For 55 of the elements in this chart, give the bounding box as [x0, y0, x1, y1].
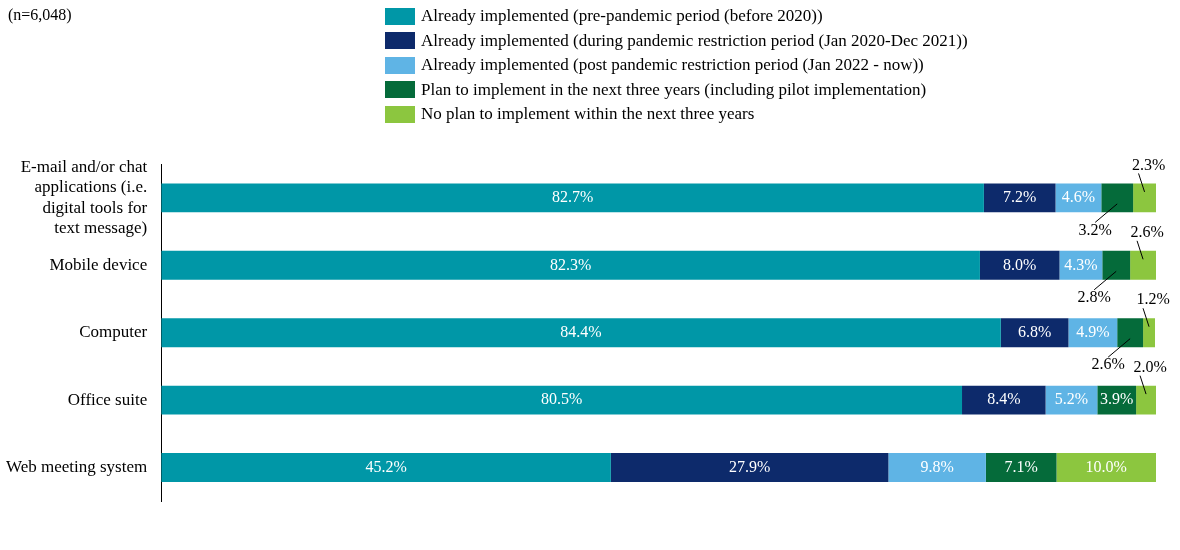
- y-tick-label: E-mail and/or chat applications (i.e. digital tools for text message): [20, 156, 148, 237]
- bar: [983, 183, 1056, 213]
- data-label: 84.4%: [560, 322, 602, 340]
- data-label: 2.3%: [1131, 155, 1166, 173]
- data-label: 2.6%: [1091, 355, 1125, 373]
- data-label: 7.1%: [1004, 457, 1038, 475]
- bar: [610, 453, 889, 482]
- legend-label: Already implemented (post pandemic restriction period (Jan 2022 - now)): [421, 55, 924, 76]
- legend-label: No plan to implement within the next three years: [421, 104, 755, 125]
- data-label: 3.9%: [1100, 390, 1134, 408]
- data-label: 6.8%: [1017, 322, 1052, 340]
- bar: [1101, 183, 1134, 213]
- legend-label: Already implemented (during pandemic restriction period (Jan 2020-Dec 2021)): [421, 30, 968, 51]
- bar: [1133, 183, 1156, 213]
- bar: [985, 453, 1057, 482]
- bar: [161, 183, 984, 213]
- y-tick-label: Office suite: [67, 389, 148, 409]
- legend-label: Already implemented (pre-pandemic period (before 2020)): [421, 6, 823, 27]
- bar: [161, 318, 1001, 348]
- data-label: 7.2%: [1003, 188, 1037, 206]
- bar: [161, 385, 963, 415]
- data-label: 27.9%: [728, 457, 771, 475]
- bar: [979, 250, 1060, 280]
- bar: [1117, 318, 1144, 348]
- data-label: 1.2%: [1136, 290, 1170, 308]
- data-label: 4.9%: [1076, 322, 1110, 340]
- data-label: 5.2%: [1054, 390, 1089, 408]
- data-label: 4.6%: [1061, 188, 1096, 206]
- legend-label: Plan to implement in the next three years (including pilot implementation): [421, 79, 927, 100]
- bar: [161, 250, 980, 280]
- data-label: 45.2%: [365, 457, 407, 475]
- bar: [161, 453, 611, 482]
- bar: [1130, 250, 1156, 280]
- data-label: 3.2%: [1078, 220, 1112, 238]
- text: (n=6,048): [8, 6, 72, 24]
- data-label: 80.5%: [540, 390, 583, 408]
- bar: [1143, 318, 1156, 348]
- data-label: 2.0%: [1133, 357, 1167, 375]
- bar: [1102, 250, 1131, 280]
- y-tick-label: Computer: [79, 322, 148, 342]
- bar: [1136, 385, 1156, 415]
- bar: [1056, 453, 1156, 482]
- data-label: 4.3%: [1064, 255, 1098, 273]
- data-label: 82.3%: [549, 255, 592, 273]
- data-label: 82.7%: [551, 188, 594, 206]
- bar: [962, 385, 1046, 415]
- data-label: 8.4%: [987, 390, 1021, 408]
- bar: [888, 453, 986, 482]
- y-tick-label: Mobile device: [49, 254, 148, 274]
- y-tick-label: Web meeting system: [5, 456, 148, 476]
- data-label: 10.0%: [1085, 457, 1127, 475]
- data-label: 9.8%: [920, 457, 954, 475]
- data-label: 2.6%: [1130, 223, 1164, 241]
- data-label: 8.0%: [1003, 255, 1037, 273]
- data-label: 2.8%: [1077, 287, 1111, 305]
